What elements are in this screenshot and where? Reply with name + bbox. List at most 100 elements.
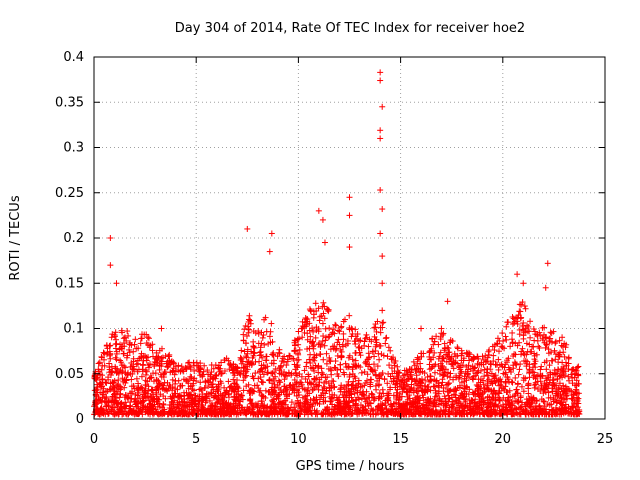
data-point xyxy=(291,348,298,355)
data-point xyxy=(483,358,490,365)
data-point xyxy=(210,365,217,372)
data-point xyxy=(495,348,502,355)
data-point xyxy=(450,365,457,372)
data-point xyxy=(269,380,276,387)
data-point xyxy=(320,299,327,306)
data-point xyxy=(154,377,161,384)
data-point xyxy=(290,355,297,362)
data-point xyxy=(143,340,150,347)
data-point xyxy=(370,361,377,368)
data-point xyxy=(499,330,506,337)
data-point xyxy=(313,327,320,334)
data-point xyxy=(410,358,417,365)
data-point xyxy=(175,405,182,412)
data-point xyxy=(516,331,523,338)
data-point xyxy=(532,381,539,388)
data-point xyxy=(377,187,384,194)
data-point xyxy=(366,399,373,406)
data-point xyxy=(161,370,168,377)
y-tick-label: 0.15 xyxy=(55,276,84,291)
data-point xyxy=(533,373,540,380)
data-point xyxy=(556,380,563,387)
data-point xyxy=(517,315,524,322)
data-point xyxy=(396,378,403,385)
data-point xyxy=(525,390,532,397)
data-point xyxy=(358,369,365,376)
data-point xyxy=(440,330,447,337)
data-point xyxy=(196,386,203,393)
data-point xyxy=(335,336,342,343)
data-point xyxy=(368,376,375,383)
data-point xyxy=(527,318,534,325)
data-point xyxy=(266,333,273,340)
data-point xyxy=(519,408,526,415)
data-point xyxy=(318,392,325,399)
data-point xyxy=(312,300,319,307)
data-point xyxy=(366,353,373,360)
data-point xyxy=(91,387,98,394)
data-point xyxy=(280,359,287,366)
data-point xyxy=(181,398,188,405)
data-point xyxy=(502,333,509,340)
data-point xyxy=(144,378,151,385)
data-point xyxy=(295,335,302,342)
data-point xyxy=(322,325,329,332)
data-point xyxy=(515,371,522,378)
data-point xyxy=(442,403,449,410)
data-point xyxy=(492,372,499,379)
data-point xyxy=(549,385,556,392)
data-point xyxy=(315,369,322,376)
data-point xyxy=(506,401,513,408)
data-point xyxy=(374,318,381,325)
y-tick-label: 0.1 xyxy=(63,322,84,337)
data-point xyxy=(520,335,527,342)
data-point xyxy=(554,366,561,373)
data-point xyxy=(296,346,303,353)
data-point xyxy=(412,367,419,374)
data-point xyxy=(559,334,566,341)
data-point xyxy=(326,325,333,332)
data-point xyxy=(414,354,421,361)
x-axis-title: GPS time / hours xyxy=(296,459,405,474)
data-point xyxy=(439,379,446,386)
data-point xyxy=(469,375,476,382)
data-point xyxy=(379,280,386,287)
data-point xyxy=(133,361,140,368)
chart-title: Day 304 of 2014, Rate Of TEC Index for r… xyxy=(175,21,525,36)
data-point xyxy=(349,381,356,388)
data-point xyxy=(266,377,273,384)
y-tick-label: 0.05 xyxy=(55,367,84,382)
data-point xyxy=(379,253,386,260)
data-point xyxy=(332,358,339,365)
data-point xyxy=(133,375,140,382)
data-point xyxy=(477,379,484,386)
data-point xyxy=(509,379,516,386)
y-axis-title: ROTI / TECUs xyxy=(8,195,23,280)
data-point xyxy=(503,323,510,330)
data-point xyxy=(543,341,550,348)
data-point xyxy=(132,336,139,343)
data-point xyxy=(95,360,102,367)
data-point xyxy=(497,381,504,388)
data-point xyxy=(346,373,353,380)
data-point xyxy=(119,362,126,369)
data-point xyxy=(269,390,276,397)
data-point xyxy=(433,333,440,340)
data-series xyxy=(91,69,583,418)
data-point xyxy=(551,347,558,354)
data-point xyxy=(363,358,370,365)
data-point xyxy=(250,343,257,350)
data-point xyxy=(124,328,131,335)
data-point xyxy=(100,391,107,398)
data-point xyxy=(447,339,454,346)
data-point xyxy=(569,380,576,387)
data-point xyxy=(526,328,533,335)
data-point xyxy=(535,343,542,350)
data-point xyxy=(540,336,547,343)
data-point xyxy=(496,390,503,397)
data-point xyxy=(238,347,245,354)
data-point xyxy=(517,394,524,401)
data-point xyxy=(105,376,112,383)
data-point xyxy=(304,379,311,386)
data-point xyxy=(331,383,338,390)
